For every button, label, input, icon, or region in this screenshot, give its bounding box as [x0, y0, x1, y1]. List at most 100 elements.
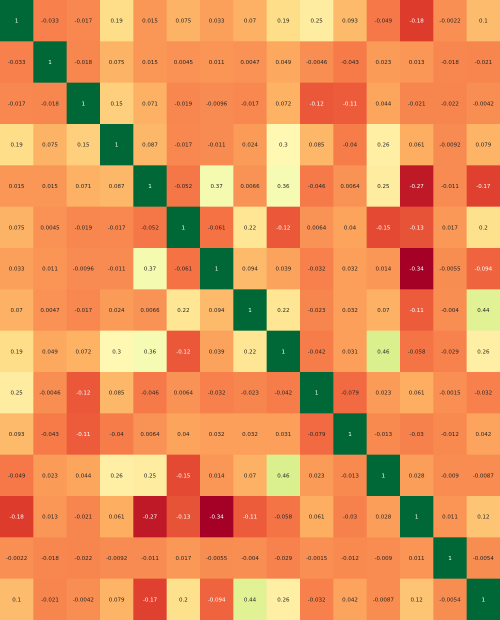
heatmap-cell-r1-c13	[433, 41, 468, 84]
heatmap-cell-label-r14-c1: -0.021	[41, 597, 59, 603]
heatmap-cell-r0-c2	[66, 0, 101, 42]
heatmap-cell-label-r3-c6: -0.011	[208, 143, 226, 149]
heatmap-cell-label-r14-c12: 0.12	[411, 597, 423, 603]
heatmap-cell-label-r3-c4: 0.087	[142, 143, 158, 149]
heatmap-cell-r12-c5	[166, 496, 201, 538]
heatmap-cell-r14-c11	[366, 578, 401, 620]
heatmap-cell-r3-c12	[400, 124, 434, 166]
heatmap-cell-label-r6-c12: -0.34	[410, 267, 425, 273]
heatmap-cell-r3-c3	[100, 124, 134, 166]
heatmap-cell-r7-c9	[300, 289, 334, 332]
heatmap-cell-label-r9-c5: 0.0064	[174, 391, 194, 397]
heatmap-cell-label-r4-c8: 0.36	[277, 184, 290, 190]
heatmap-cell-label-r9-c1: -0.0046	[39, 391, 61, 397]
heatmap-cell-r13-c2	[66, 537, 101, 580]
heatmap-cell-r13-c11	[366, 537, 401, 580]
heatmap-cell-r5-c0	[0, 206, 34, 249]
heatmap-cell-label-r14-c9: -0.032	[308, 597, 326, 603]
heatmap-cell-label-r13-c3: -0.0092	[106, 556, 127, 562]
heatmap-cell-label-r11-c13: -0.009	[441, 473, 459, 479]
heatmap-cell-r11-c1	[33, 454, 68, 497]
heatmap-cell-r13-c1	[33, 537, 68, 580]
heatmap-cell-r1-c12	[400, 41, 434, 84]
heatmap-cell-label-r11-c11: 1	[382, 473, 386, 479]
heatmap-cell-label-r12-c4: -0.27	[143, 515, 158, 521]
heatmap-cell-label-r12-c7: -0.11	[243, 515, 257, 521]
heatmap-cell-r3-c2	[66, 124, 101, 166]
heatmap-cell-label-r6-c0: 0.033	[9, 267, 25, 273]
heatmap-cell-r5-c1	[33, 206, 68, 249]
heatmap-cell-label-r14-c2: -0.0042	[73, 597, 94, 603]
heatmap-cell-label-r5-c7: 0.22	[244, 225, 256, 231]
heatmap-cell-r3-c10	[333, 124, 368, 166]
heatmap-cell-r3-c0	[0, 124, 34, 166]
heatmap-cell-label-r3-c5: -0.017	[174, 143, 192, 149]
heatmap-cell-label-r2-c3: 0.15	[111, 101, 124, 107]
heatmap-cell-r6-c1	[33, 248, 68, 290]
heatmap-cell-label-r2-c13: -0.022	[441, 101, 459, 107]
heatmap-cell-label-r9-c3: 0.085	[109, 391, 125, 397]
heatmap-cell-r4-c12	[400, 165, 434, 208]
heatmap-cell-label-r0-c2: -0.017	[74, 19, 92, 25]
heatmap-cell-r9-c14	[466, 372, 500, 414]
heatmap-cell-label-r8-c10: 0.031	[342, 349, 358, 355]
heatmap-cell-label-r4-c10: 0.0064	[340, 184, 360, 190]
heatmap-cell-r12-c1	[33, 496, 68, 538]
heatmap-cell-label-r5-c2: -0.019	[74, 225, 92, 231]
heatmap-cell-label-r14-c4: -0.17	[143, 597, 158, 603]
heatmap-cell-label-r2-c0: -0.017	[8, 101, 26, 107]
heatmap-cell-label-r10-c2: -0.11	[76, 432, 90, 438]
heatmap-cell-r9-c11	[366, 372, 401, 414]
heatmap-cell-label-r12-c8: -0.058	[274, 515, 292, 521]
heatmap-cell-label-r0-c8: 0.19	[277, 19, 290, 25]
heatmap-cell-r9-c3	[100, 372, 134, 414]
heatmap-cell-label-r10-c11: -0.013	[374, 432, 392, 438]
heatmap-cell-label-r4-c3: 0.087	[109, 184, 125, 190]
heatmap-cell-r8-c2	[66, 330, 101, 373]
heatmap-cell-r2-c4	[133, 82, 168, 125]
heatmap-cell-r6-c5	[166, 248, 201, 290]
heatmap-cell-labels: 1 -0.033 -0.017 0.19 0.015 0.075 0.033 0.07 0.19…	[6, 19, 494, 604]
heatmap-cell-r10-c5	[166, 413, 201, 456]
heatmap-cell-label-r9-c14: -0.032	[474, 391, 492, 397]
heatmap-cell-r2-c13	[433, 82, 468, 125]
heatmap-cell-r4-c1	[33, 165, 68, 208]
heatmap-cell-label-r6-c1: 0.011	[42, 267, 58, 273]
heatmap-cell-label-r5-c11: -0.15	[376, 225, 391, 231]
heatmap-cell-r5-c8	[266, 206, 301, 249]
heatmap-cell-r14-c3	[100, 578, 134, 620]
heatmap-cell-r11-c9	[300, 454, 334, 497]
heatmap-cell-label-r3-c8: 0.3	[279, 143, 288, 149]
heatmap-cell-r3-c7	[233, 124, 268, 166]
heatmap-cell-label-r14-c11: -0.0087	[373, 597, 395, 603]
heatmap-cell-r2-c11	[366, 82, 401, 125]
heatmap-cell-r11-c4	[133, 454, 168, 497]
heatmap-cell-label-r10-c6: 0.032	[209, 432, 225, 438]
heatmap-cell-r4-c4	[133, 165, 168, 208]
heatmap-cell-r7-c7	[233, 289, 268, 332]
heatmap-cell-label-r9-c2: -0.12	[76, 391, 90, 397]
heatmap-cell-label-r9-c11: 0.023	[375, 391, 391, 397]
heatmap-cell-r12-c6	[200, 496, 234, 538]
heatmap-cell-r12-c2	[66, 496, 101, 538]
heatmap-cell-label-r1-c12: 0.013	[409, 60, 425, 66]
heatmap-cell-r6-c3	[100, 248, 134, 290]
heatmap-cell-r7-c1	[33, 289, 68, 332]
heatmap-cell-label-r1-c8: 0.049	[275, 60, 291, 66]
heatmap-cell-label-r1-c9: -0.0046	[306, 60, 328, 66]
heatmap-cell-label-r8-c13: -0.029	[441, 349, 459, 355]
heatmap-cell-label-r12-c6: -0.34	[210, 515, 225, 521]
heatmap-cell-label-r3-c13: -0.0092	[439, 143, 460, 149]
heatmap-cell-r4-c5	[166, 165, 201, 208]
heatmap-cell-r13-c0	[0, 537, 34, 580]
heatmap-cell-label-r5-c8: -0.12	[276, 225, 290, 231]
heatmap-cell-label-r11-c6: 0.014	[209, 473, 225, 479]
heatmap-cell-r1-c1	[33, 41, 68, 84]
heatmap-cell-r14-c8	[266, 578, 301, 620]
heatmap-cell-label-r11-c12: 0.028	[409, 473, 425, 479]
heatmap-cell-r14-c7	[233, 578, 268, 620]
heatmap-cell-r7-c0	[0, 289, 34, 332]
heatmap-cell-label-r1-c3: 0.075	[109, 60, 125, 66]
heatmap-cell-label-r10-c12: -0.03	[410, 432, 425, 438]
heatmap-cell-r13-c10	[333, 537, 368, 580]
